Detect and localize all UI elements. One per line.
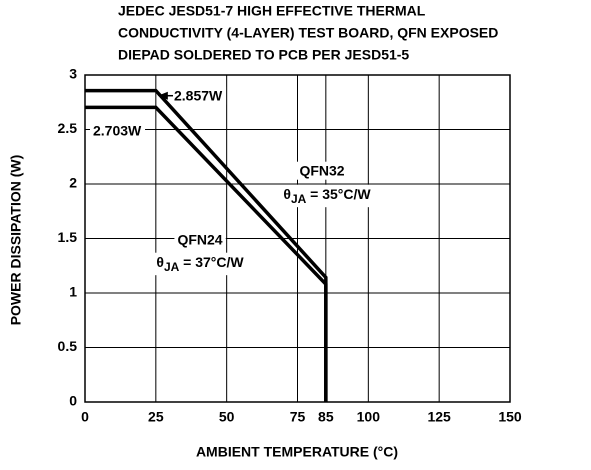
chart-title: DIEPAD SOLDERED TO PCB PER JESD51-5 bbox=[118, 47, 409, 63]
theta-text: = 37°C/W bbox=[179, 254, 244, 270]
x-tick-label: 150 bbox=[498, 409, 522, 425]
theta-label: θJA = 35°C/W bbox=[283, 186, 371, 206]
x-tick-label: 100 bbox=[357, 409, 381, 425]
theta-subscript: JA bbox=[291, 192, 307, 206]
label-background bbox=[174, 230, 226, 249]
y-axis-label: POWER DISSIPATION (W) bbox=[8, 155, 24, 326]
chart-title: CONDUCTIVITY (4-LAYER) TEST BOARD, QFN E… bbox=[118, 25, 498, 41]
label-background bbox=[153, 252, 248, 276]
x-axis-label: AMBIENT TEMPERATURE (°C) bbox=[196, 444, 398, 460]
y-tick-label: 3 bbox=[69, 66, 77, 82]
x-tick-label: 75 bbox=[290, 409, 306, 425]
annotation: 2.857W bbox=[174, 88, 223, 104]
label-background bbox=[280, 184, 375, 208]
theta-symbol: θ bbox=[156, 254, 164, 270]
series-label: QFN24 bbox=[177, 232, 222, 248]
x-tick-label: 0 bbox=[81, 409, 89, 425]
x-tick-label: 25 bbox=[148, 409, 164, 425]
theta-text: = 35°C/W bbox=[306, 186, 371, 202]
y-tick-label: 2.5 bbox=[58, 120, 78, 136]
theta-label: θJA = 37°C/W bbox=[156, 254, 244, 274]
arrow-head bbox=[157, 91, 168, 100]
chart-title: JEDEC JESD51-7 HIGH EFFECTIVE THERMAL bbox=[118, 3, 426, 19]
y-tick-label: 1 bbox=[69, 284, 77, 300]
y-tick-label: 0.5 bbox=[58, 338, 78, 354]
x-tick-label: 125 bbox=[427, 409, 451, 425]
y-tick-label: 0 bbox=[69, 393, 77, 409]
label-background bbox=[90, 121, 146, 140]
label-background bbox=[171, 86, 227, 105]
theta-subscript: JA bbox=[164, 260, 180, 274]
x-tick-label: 85 bbox=[318, 409, 334, 425]
series-label: QFN32 bbox=[299, 163, 344, 179]
y-tick-label: 2 bbox=[69, 175, 77, 191]
theta-symbol: θ bbox=[283, 186, 291, 202]
annotation: 2.703W bbox=[93, 123, 142, 139]
label-background bbox=[296, 161, 348, 180]
x-tick-label: 50 bbox=[219, 409, 235, 425]
plot-frame bbox=[84, 74, 511, 403]
series-line bbox=[85, 105, 328, 402]
y-tick-label: 1.5 bbox=[58, 229, 78, 245]
